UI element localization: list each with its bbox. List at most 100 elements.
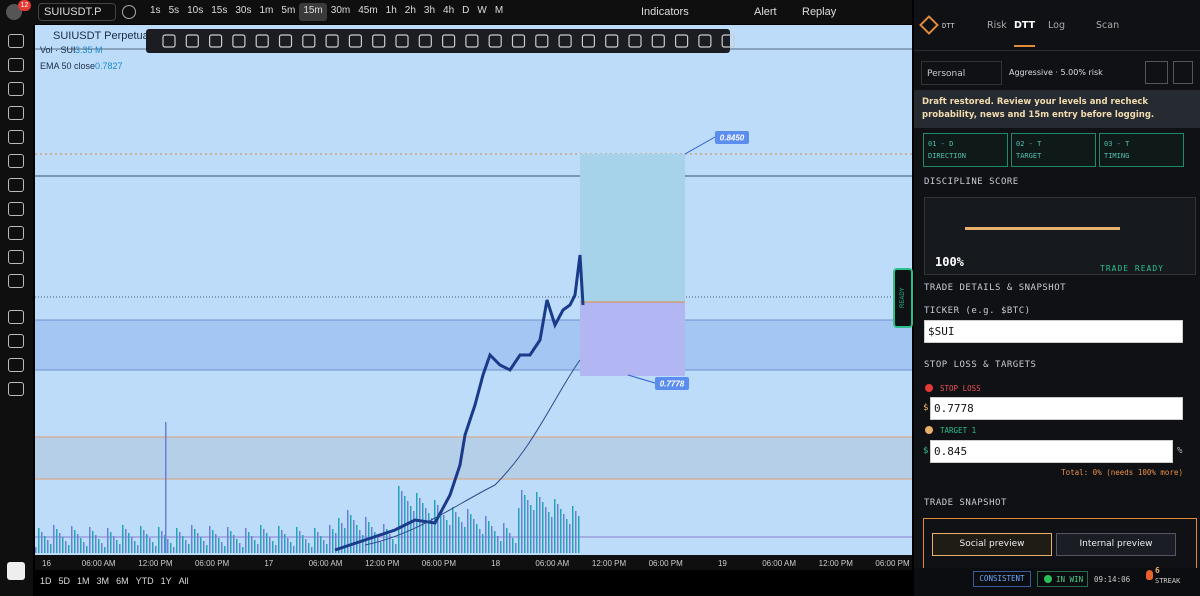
interval[interactable]: 1h bbox=[385, 5, 397, 16]
draw-tool[interactable] bbox=[162, 34, 176, 48]
draw-tool[interactable] bbox=[232, 34, 246, 48]
tool-icon[interactable] bbox=[8, 358, 24, 372]
range[interactable]: 6M bbox=[116, 576, 129, 586]
tool-icon[interactable] bbox=[8, 202, 24, 216]
time-label: 19 bbox=[718, 559, 727, 568]
interval[interactable]: 45m bbox=[358, 5, 378, 16]
draw-tool[interactable] bbox=[674, 34, 689, 48]
draw-tool[interactable] bbox=[721, 34, 735, 48]
draw-tool[interactable] bbox=[488, 34, 502, 48]
interval[interactable]: 5m bbox=[281, 5, 296, 16]
range[interactable]: 5D bbox=[58, 576, 71, 586]
stop-input[interactable]: 0.7778 bbox=[930, 397, 1183, 420]
indicators[interactable]: Indicators bbox=[641, 6, 689, 18]
social-button[interactable]: Social preview bbox=[932, 533, 1052, 556]
swap-button[interactable] bbox=[1145, 61, 1168, 84]
tool-icon[interactable] bbox=[7, 562, 25, 580]
volume-bar bbox=[176, 528, 178, 553]
draw-tool[interactable] bbox=[558, 34, 572, 48]
target-input[interactable]: 0.845 bbox=[930, 440, 1173, 463]
tab[interactable]: Risk bbox=[987, 20, 1007, 31]
interval[interactable]: 30m bbox=[330, 5, 351, 16]
ready-tab[interactable]: READY bbox=[893, 268, 913, 328]
draw-tool[interactable] bbox=[372, 34, 386, 48]
draw-tool[interactable] bbox=[698, 34, 712, 48]
draw-tool[interactable] bbox=[209, 34, 223, 48]
interval[interactable]: 15s bbox=[211, 5, 228, 16]
draw-tool[interactable] bbox=[465, 34, 479, 48]
range[interactable]: 1M bbox=[77, 576, 90, 586]
add-symbol[interactable] bbox=[122, 5, 136, 19]
draw-tool[interactable] bbox=[395, 34, 409, 48]
internal-button[interactable]: Internal preview bbox=[1056, 533, 1176, 556]
range[interactable]: YTD bbox=[135, 576, 154, 586]
tab[interactable]: Scan bbox=[1096, 20, 1120, 31]
draw-tool[interactable] bbox=[535, 34, 549, 48]
tool-icon[interactable] bbox=[8, 154, 24, 168]
tool-icon[interactable] bbox=[8, 82, 24, 96]
interval[interactable]: 5s bbox=[168, 5, 180, 16]
tool-icon[interactable] bbox=[8, 334, 24, 348]
volume-bar bbox=[527, 500, 529, 553]
draw-tool[interactable] bbox=[511, 34, 526, 48]
draw-tool[interactable] bbox=[418, 34, 432, 48]
draw-tool[interactable] bbox=[605, 34, 619, 48]
interval[interactable]: M bbox=[494, 5, 504, 16]
range[interactable]: 3M bbox=[96, 576, 110, 586]
draw-tool[interactable] bbox=[442, 34, 456, 48]
draw-tool[interactable] bbox=[185, 34, 199, 48]
draw-tool[interactable] bbox=[255, 34, 269, 48]
tool-icon[interactable] bbox=[8, 382, 24, 396]
volume-bar bbox=[512, 538, 514, 553]
interval[interactable]: D bbox=[462, 5, 470, 16]
volume-bar bbox=[305, 539, 307, 553]
tool-icon[interactable] bbox=[8, 274, 24, 288]
tool-icon[interactable] bbox=[8, 250, 24, 264]
time-label: 12:00 PM bbox=[365, 559, 400, 568]
alert[interactable]: Alert bbox=[754, 6, 777, 18]
tool-icon[interactable] bbox=[8, 106, 24, 120]
interval[interactable]: 15m bbox=[299, 3, 327, 21]
tool-icon[interactable] bbox=[8, 178, 24, 192]
draw-tool[interactable] bbox=[581, 34, 596, 48]
clock: 09:14:06 bbox=[1094, 575, 1131, 584]
tab[interactable]: Log bbox=[1048, 20, 1065, 31]
volume-bar bbox=[446, 520, 448, 553]
side-panel: DTT Risk DTT Log Scan Personal Aggressive ·… bbox=[914, 0, 1200, 596]
volume-bar bbox=[65, 541, 67, 553]
profile-select[interactable]: Personal bbox=[921, 61, 1002, 85]
replay[interactable]: Replay bbox=[802, 6, 837, 18]
interval[interactable]: 2h bbox=[404, 5, 416, 16]
tool-icon[interactable] bbox=[8, 34, 24, 48]
volume-bar bbox=[263, 529, 265, 553]
tool-icon[interactable] bbox=[8, 226, 24, 240]
tool-icon[interactable] bbox=[8, 58, 24, 72]
range[interactable]: All bbox=[178, 576, 189, 586]
interval[interactable]: 3h bbox=[423, 5, 436, 16]
tool-icon[interactable] bbox=[8, 310, 24, 324]
tab[interactable]: DTT bbox=[1014, 20, 1036, 47]
draw-tool[interactable] bbox=[628, 34, 642, 48]
draw-tool[interactable] bbox=[278, 34, 293, 48]
volume-bar bbox=[386, 529, 388, 553]
ema-value: 0.7827 bbox=[95, 61, 123, 71]
step: 01 - D DIRECTION bbox=[923, 133, 1008, 167]
volume-bar bbox=[308, 543, 310, 553]
interval[interactable]: 1m bbox=[259, 5, 274, 16]
range[interactable]: 1D bbox=[40, 576, 52, 586]
ticker-input[interactable]: $SUI bbox=[924, 320, 1183, 343]
draw-tool[interactable] bbox=[325, 34, 339, 48]
close-button[interactable] bbox=[1173, 61, 1193, 84]
tool-icon[interactable] bbox=[8, 130, 24, 144]
draw-tool[interactable] bbox=[651, 34, 665, 48]
draw-tool[interactable] bbox=[302, 34, 316, 48]
symbol[interactable]: SUIUSDT.P bbox=[38, 3, 116, 21]
interval[interactable]: 30s bbox=[235, 5, 252, 16]
range[interactable]: 1Y bbox=[160, 576, 172, 586]
interval[interactable]: 10s bbox=[187, 5, 204, 16]
interval[interactable]: 4h bbox=[443, 5, 455, 16]
interval[interactable]: 1s bbox=[150, 5, 161, 16]
volume-bar bbox=[341, 523, 343, 553]
interval[interactable]: W bbox=[477, 5, 487, 16]
draw-tool[interactable] bbox=[348, 34, 362, 48]
